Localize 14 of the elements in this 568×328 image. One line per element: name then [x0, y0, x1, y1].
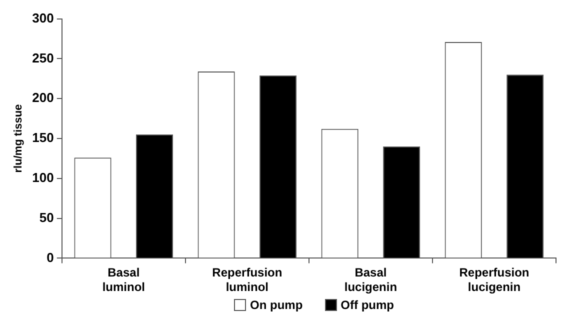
x-tick-label: Basal luminol: [102, 266, 145, 294]
y-axis-title: rlu/mg tissue: [12, 104, 25, 173]
legend-label: On pump: [250, 298, 303, 312]
x-tick-label: Reperfusion lucigenin: [459, 266, 530, 294]
y-tick-label: 200: [32, 90, 54, 106]
legend-label: Off pump: [340, 298, 394, 312]
y-tick-label: 250: [32, 50, 54, 66]
y-tick-label: 0: [46, 250, 54, 265]
x-tick-label: Basal lucigenin: [344, 266, 398, 294]
y-tick-label: 150: [32, 130, 54, 146]
y-tick-label: 50: [39, 210, 54, 225]
y-tick-label: 300: [32, 10, 54, 26]
y-tick-label: 100: [32, 170, 54, 185]
x-tick-label: Reperfusion luminol: [212, 266, 282, 294]
